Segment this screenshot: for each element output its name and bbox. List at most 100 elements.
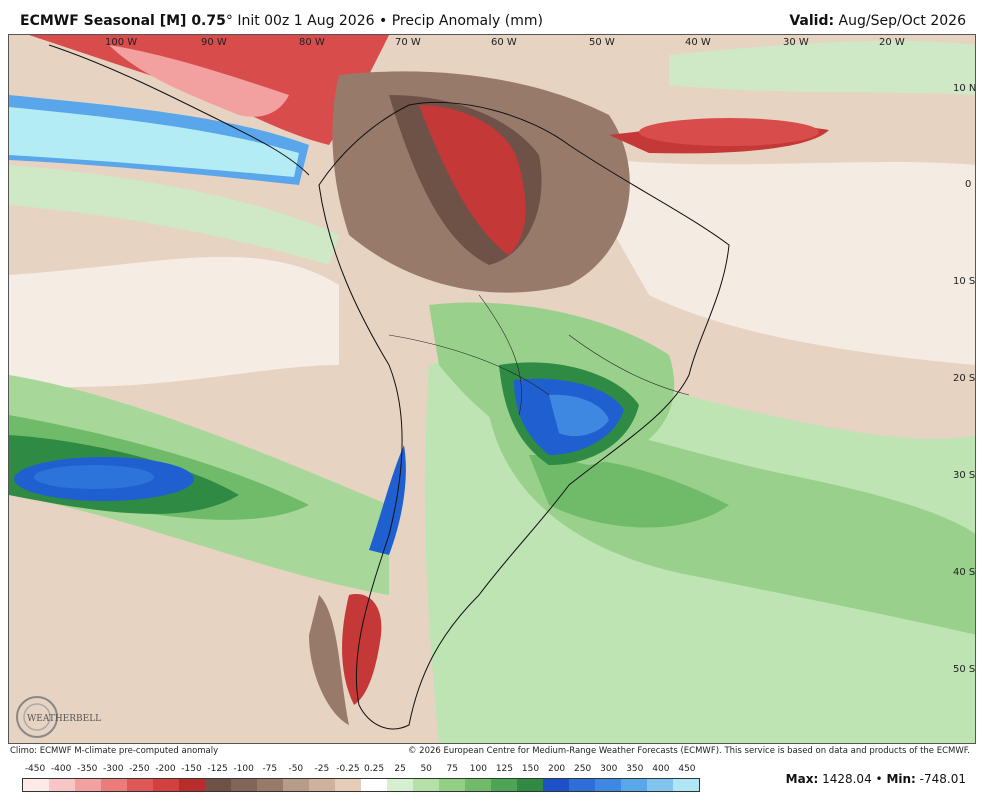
wet-core [549, 394, 609, 437]
wet-core [369, 445, 406, 555]
colorbar-label: -400 [50, 764, 72, 774]
colorbar-label: -100 [233, 764, 254, 774]
lat-label: 10 N [953, 83, 976, 94]
dry-core [639, 118, 819, 146]
lat-label: 0 [965, 179, 971, 190]
colorbar-label: -75 [262, 764, 278, 774]
colorbar-swatch [673, 779, 699, 791]
colorbar-swatch [361, 779, 387, 791]
lon-label: 60 W [491, 37, 517, 48]
colorbar-label: 50 [420, 764, 432, 774]
lat-label: 10 S [953, 276, 975, 287]
valid-label: Valid: [789, 13, 835, 29]
lon-label: 80 W [299, 37, 325, 48]
colorbar [22, 778, 700, 792]
valid-value: Aug/Sep/Oct 2026 [838, 13, 966, 29]
copyright-note: © 2026 European Centre for Medium-Range … [407, 746, 970, 756]
colorbar-swatch [101, 779, 127, 791]
colorbar-label: -200 [155, 764, 176, 774]
wet-band [9, 107, 299, 177]
colorbar-swatch [23, 779, 49, 791]
header: ECMWF Seasonal [M] 0.75° Init 00z 1 Aug … [0, 0, 984, 34]
colorbar-label: -300 [103, 764, 124, 774]
colorbar-labels: -450 -400 -350 -300 -250 -200 -150 -125 -100 -75-… [22, 764, 700, 776]
colorbar-swatch [205, 779, 231, 791]
colorbar-label: -50 [288, 764, 304, 774]
colorbar-label: 0.25 [364, 764, 385, 774]
colorbar-swatch [543, 779, 569, 791]
colorbar-swatch [179, 779, 205, 791]
wet-patch [529, 455, 729, 528]
degree-symbol: ° [225, 13, 233, 29]
colorbar-label: 125 [495, 764, 514, 774]
colorbar-label: 75 [446, 764, 458, 774]
colorbar-swatch [153, 779, 179, 791]
colorbar-label: 150 [521, 764, 540, 774]
stats-separator: • [875, 772, 883, 786]
colorbar-label: 350 [626, 764, 644, 774]
colorbar-swatch [335, 779, 361, 791]
lat-label: 40 S [953, 567, 975, 578]
colorbar-swatch [49, 779, 75, 791]
colorbar-swatch [621, 779, 647, 791]
colorbar-label: -450 [24, 764, 46, 774]
lon-label: 50 W [589, 37, 615, 48]
max-label: Max: [785, 772, 819, 786]
model-name: ECMWF Seasonal [M] 0.75 [20, 13, 226, 29]
colorbar-swatch [647, 779, 673, 791]
climo-note: Climo: ECMWF M-climate pre-computed anom… [10, 746, 219, 756]
colorbar-swatch [387, 779, 413, 791]
precip-anomaly-map: 100 W 90 W 80 W 70 W 60 W 50 W 40 W 30 W… [8, 34, 976, 744]
map-title: ECMWF Seasonal [M] 0.75° Init 00z 1 Aug … [20, 13, 543, 29]
colorbar-label: 400 [652, 764, 670, 774]
colorbar-swatch [257, 779, 283, 791]
init-time: Init 00z 1 Aug 2026 [237, 13, 375, 29]
colorbar-label: -0.25 [336, 764, 360, 774]
central-america-outline [48, 44, 310, 176]
colorbar-label: -25 [314, 764, 330, 774]
dry-patch [419, 105, 526, 255]
colorbar-swatch [413, 779, 439, 791]
min-value: -748.01 [919, 772, 966, 786]
colorbar-swatch [491, 779, 517, 791]
colorbar-swatch [283, 779, 309, 791]
latitude-labels: 10 N 0 10 S 20 S 30 S 40 S 50 S [953, 83, 976, 675]
colorbar-label: 450 [678, 764, 696, 774]
dry-patch [109, 45, 289, 117]
colorbar-swatch [75, 779, 101, 791]
dry-patch [309, 595, 349, 725]
wet-patch [9, 165, 339, 265]
coastline [318, 101, 730, 730]
wet-core [34, 465, 154, 489]
lat-label: 20 S [953, 373, 975, 384]
colorbar-swatch [439, 779, 465, 791]
colorbar-swatch [309, 779, 335, 791]
wet-patch [669, 40, 975, 95]
lon-label: 100 W [105, 37, 137, 48]
colorbar-swatch [127, 779, 153, 791]
colorbar-swatch [465, 779, 491, 791]
colorbar-swatch [517, 779, 543, 791]
border-lines [388, 294, 690, 416]
title-bullet: • [378, 13, 388, 29]
logo-text: WEATHERBELL [27, 714, 101, 724]
lon-label: 70 W [395, 37, 421, 48]
lon-label: 20 W [879, 37, 905, 48]
colorbar-label: 100 [469, 764, 487, 774]
map-canvas: 100 W 90 W 80 W 70 W 60 W 50 W 40 W 30 W… [9, 35, 976, 743]
neutral-patch [9, 256, 339, 388]
colorbar-label: -350 [76, 764, 98, 774]
valid-period: Valid: Aug/Sep/Oct 2026 [789, 13, 966, 29]
lat-label: 30 S [953, 470, 975, 481]
lon-label: 90 W [201, 37, 227, 48]
max-min-stats: Max: 1428.04 • Min: -748.01 [786, 772, 966, 786]
colorbar-swatch [231, 779, 257, 791]
colorbar-label: 200 [547, 764, 566, 774]
colorbar-swatch [569, 779, 595, 791]
colorbar-label: -150 [181, 764, 202, 774]
max-value: 1428.04 [822, 772, 872, 786]
colorbar-label: 250 [574, 764, 592, 774]
longitude-labels: 100 W 90 W 80 W 70 W 60 W 50 W 40 W 30 W… [105, 37, 905, 48]
dry-patch [342, 594, 382, 705]
colorbar-label: -125 [207, 764, 228, 774]
